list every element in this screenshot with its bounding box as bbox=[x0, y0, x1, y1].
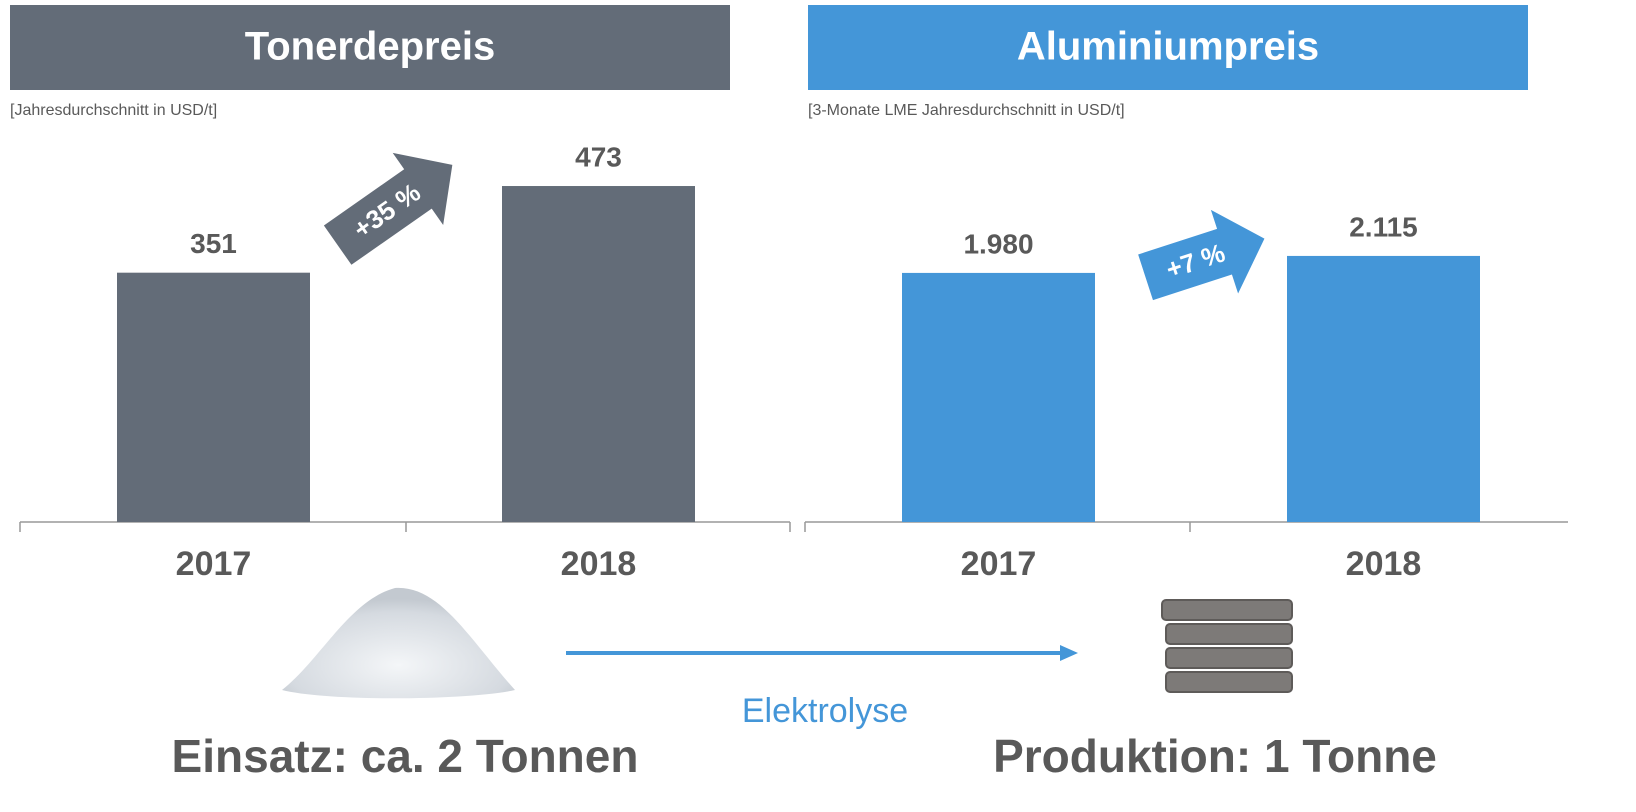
chart-title: Aluminiumpreis bbox=[1017, 25, 1319, 69]
chart-subtitle: [3-Monate LME Jahresdurchschnitt in USD/… bbox=[808, 102, 1125, 119]
chart-subtitle: [Jahresdurchschnitt in USD/t] bbox=[10, 102, 217, 119]
value-label: 1.980 bbox=[963, 228, 1033, 259]
value-label: 351 bbox=[190, 228, 237, 259]
bar bbox=[902, 272, 1095, 522]
x-tick-label: 2018 bbox=[1346, 545, 1422, 583]
bar bbox=[502, 186, 695, 522]
process-arrow-head bbox=[1060, 645, 1078, 661]
output-label: Produktion: 1 Tonne bbox=[993, 730, 1437, 782]
arrow-shape bbox=[323, 152, 453, 265]
x-tick-label: 2018 bbox=[561, 545, 637, 583]
value-label: 473 bbox=[575, 141, 622, 172]
ingot-image bbox=[1161, 599, 1293, 693]
x-tick-label: 2017 bbox=[961, 545, 1037, 583]
powder-image bbox=[282, 587, 515, 699]
x-tick-label: 2017 bbox=[176, 545, 252, 583]
bar bbox=[1287, 255, 1480, 523]
growth-arrow: +35 % bbox=[323, 152, 453, 265]
title-bar bbox=[808, 5, 1528, 90]
input-label: Einsatz: ca. 2 Tonnen bbox=[172, 730, 639, 782]
arrow-shape bbox=[1138, 209, 1265, 301]
value-label: 2.115 bbox=[1349, 211, 1418, 242]
chart-title: Tonerdepreis bbox=[245, 25, 495, 69]
growth-arrow: +7 % bbox=[1138, 209, 1265, 301]
process-label: Elektrolyse bbox=[742, 692, 908, 730]
title-bar bbox=[10, 5, 730, 90]
bar bbox=[117, 272, 310, 522]
